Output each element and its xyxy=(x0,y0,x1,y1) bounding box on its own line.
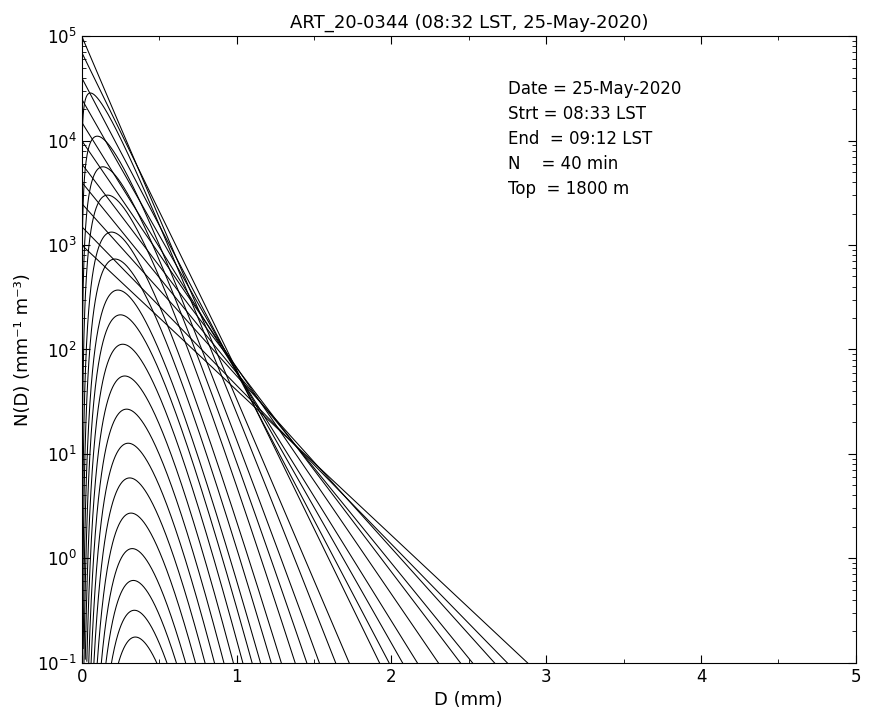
Title: ART_20-0344 (08:32 LST, 25-May-2020): ART_20-0344 (08:32 LST, 25-May-2020) xyxy=(290,14,648,32)
Text: Date = 25-May-2020
Strt = 08:33 LST
End  = 09:12 LST
N    = 40 min
Top  = 1800 m: Date = 25-May-2020 Strt = 08:33 LST End … xyxy=(507,80,681,198)
Y-axis label: N(D) (mm⁻¹ m⁻³): N(D) (mm⁻¹ m⁻³) xyxy=(14,273,31,426)
X-axis label: D (mm): D (mm) xyxy=(435,691,503,709)
